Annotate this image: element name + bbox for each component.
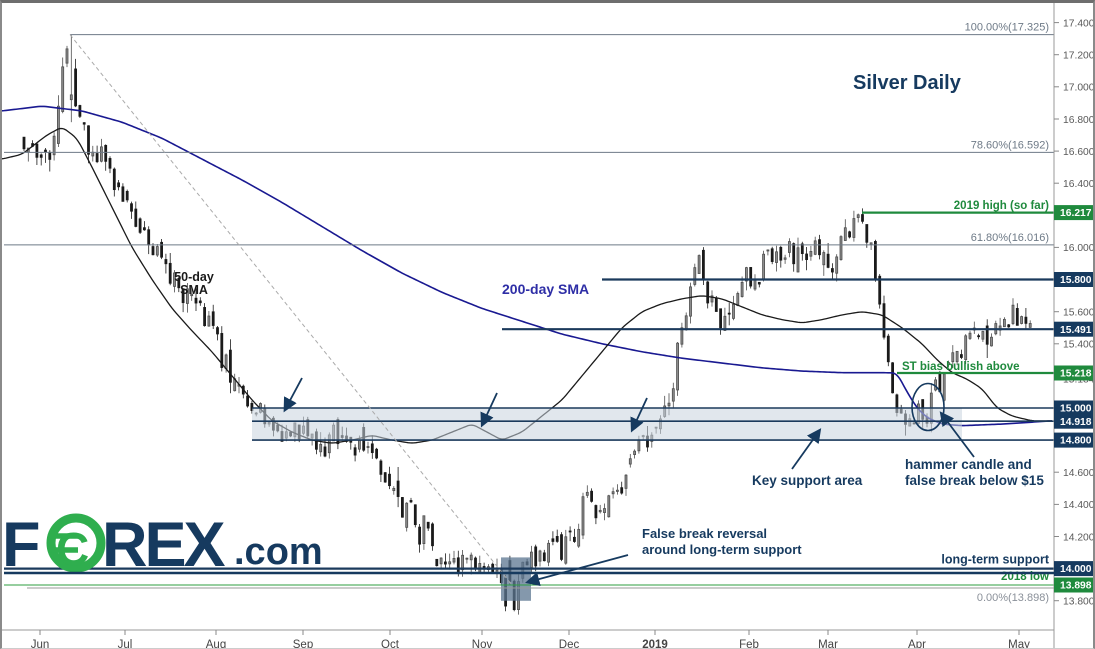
svg-text:Aug: Aug <box>206 639 226 649</box>
svg-text:14.200: 14.200 <box>1063 532 1095 543</box>
svg-text:17.400: 17.400 <box>1063 18 1095 29</box>
svg-text:False break reversal: False break reversal <box>642 526 767 541</box>
svg-text:15.600: 15.600 <box>1063 308 1095 319</box>
svg-text:Sep: Sep <box>293 639 313 649</box>
svg-text:Oct: Oct <box>381 639 400 649</box>
svg-text:15.800: 15.800 <box>1060 275 1092 286</box>
svg-text:Feb: Feb <box>739 639 759 649</box>
svg-text:ST bias bullish above: ST bias bullish above <box>902 361 1020 373</box>
svg-text:78.60%(16.592): 78.60%(16.592) <box>971 139 1049 151</box>
svg-text:13.898: 13.898 <box>1060 581 1092 592</box>
svg-text:15.000: 15.000 <box>1060 404 1092 415</box>
svg-text:14.918: 14.918 <box>1060 417 1092 428</box>
svg-text:false break below $15: false break below $15 <box>905 473 1044 488</box>
svg-text:17.200: 17.200 <box>1063 51 1095 62</box>
svg-text:14.800: 14.800 <box>1060 436 1092 447</box>
svg-text:14.400: 14.400 <box>1063 500 1095 511</box>
svg-text:Key support area: Key support area <box>752 473 863 488</box>
svg-text:14.000: 14.000 <box>1060 564 1092 575</box>
svg-text:16.600: 16.600 <box>1063 147 1095 158</box>
svg-text:Dec: Dec <box>559 639 580 649</box>
svg-text:100.00%(17.325): 100.00%(17.325) <box>965 22 1049 34</box>
svg-text:REX: REX <box>102 510 226 580</box>
svg-text:50-day: 50-day <box>174 270 214 284</box>
svg-text:16.217: 16.217 <box>1060 208 1092 219</box>
svg-text:200-day SMA: 200-day SMA <box>502 281 589 297</box>
svg-text:Jun: Jun <box>31 639 50 649</box>
svg-text:14.600: 14.600 <box>1063 468 1095 479</box>
svg-text:16.400: 16.400 <box>1063 179 1095 190</box>
svg-text:.com: .com <box>234 531 323 573</box>
svg-text:16.000: 16.000 <box>1063 243 1095 254</box>
svg-text:16.800: 16.800 <box>1063 115 1095 126</box>
svg-text:61.80%(16.016): 61.80%(16.016) <box>971 232 1049 244</box>
svg-text:around long-term support: around long-term support <box>642 542 802 557</box>
svg-text:Nov: Nov <box>472 639 493 649</box>
svg-text:2019 high (so far): 2019 high (so far) <box>954 200 1049 212</box>
svg-text:long-term support: long-term support <box>941 553 1049 567</box>
svg-text:Jul: Jul <box>118 639 133 649</box>
svg-text:15.218: 15.218 <box>1060 369 1092 380</box>
svg-text:hammer candle and: hammer candle and <box>905 457 1032 472</box>
svg-text:Mar: Mar <box>818 639 838 649</box>
svg-text:May: May <box>1008 639 1030 649</box>
svg-text:2019: 2019 <box>642 639 668 649</box>
svg-text:17.000: 17.000 <box>1063 83 1095 94</box>
svg-text:13.800: 13.800 <box>1063 597 1095 608</box>
svg-text:F: F <box>2 510 40 580</box>
svg-text:Apr: Apr <box>908 639 926 649</box>
svg-text:SMA: SMA <box>180 283 208 297</box>
svg-text:0.00%(13.898): 0.00%(13.898) <box>977 592 1049 604</box>
svg-text:Silver Daily: Silver Daily <box>853 72 962 94</box>
svg-text:15.491: 15.491 <box>1060 325 1092 336</box>
svg-text:15.400: 15.400 <box>1063 340 1095 351</box>
